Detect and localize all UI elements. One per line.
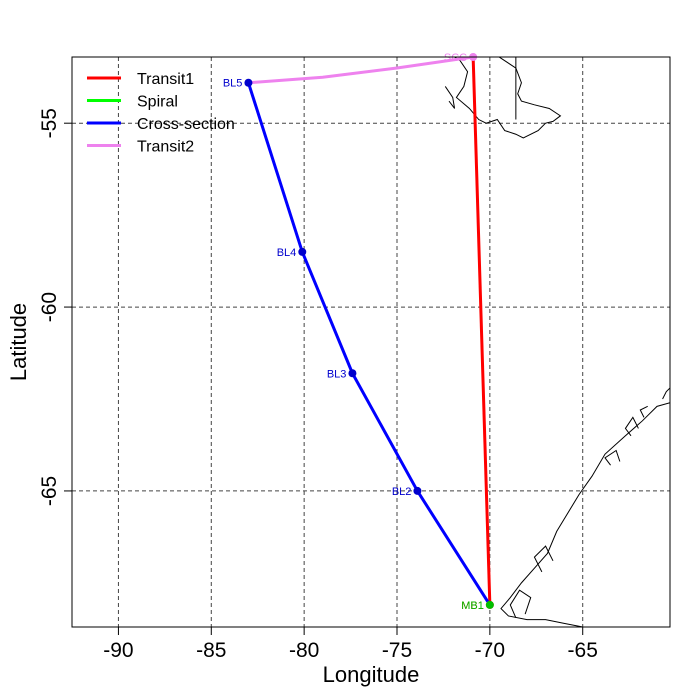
legend-label-spiral: Spiral [137,94,178,111]
y-tick-label: -65 [38,476,61,506]
coastline [624,416,639,437]
legend: Transit1 Spiral Cross-section Transit2 [87,71,235,156]
station-label-bl5: BL5 [223,78,243,90]
coastline [639,405,648,418]
x-tick-label: -75 [382,639,412,662]
y-axis-title: Latitude [6,303,31,381]
station-label-bl4: BL4 [277,247,297,259]
station-point-bl2 [413,486,422,495]
x-tick-label: -80 [289,639,319,662]
series-line-transit2 [248,57,474,85]
y-tick-label: -60 [38,292,61,322]
coastline-layer [444,57,670,627]
station-label-scc: SCC [444,52,467,64]
station-label-bl2: BL2 [392,486,412,498]
legend-label-cross-section: Cross-section [137,116,235,133]
grid-layer [72,57,670,627]
coastline [662,387,670,400]
station-label-bl3: BL3 [327,368,347,380]
coastline [453,57,562,139]
coastline [533,545,554,573]
x-tick-label: -85 [196,639,226,662]
station-point-bl5 [244,78,253,87]
coastline [500,402,670,627]
coastline [509,589,532,619]
series-line-transit1 [471,57,492,605]
x-tick-label: -90 [103,639,133,662]
y-tick-label: -55 [38,108,61,138]
y-axis: -55 -60 -65 [38,108,72,506]
x-tick-label: -70 [475,639,505,662]
series-line-cross-section [246,82,492,606]
station-point-bl4 [298,247,307,256]
plot-frame [71,56,671,628]
coastline [604,449,621,466]
station-label-mb1: MB1 [461,600,484,612]
legend-label-transit2: Transit2 [137,139,194,156]
x-axis-title: Longitude [323,662,420,687]
coastline [444,86,456,109]
station-label-mb1: MB1 [461,600,484,612]
legend-label-transit1: Transit1 [137,71,194,88]
track-layer [246,57,492,606]
station-point-bl3 [348,369,357,378]
x-tick-label: -65 [568,639,598,662]
x-axis: -90 -85 -80 -75 -70 -65 [103,627,598,662]
station-point-mb1 [485,600,494,609]
